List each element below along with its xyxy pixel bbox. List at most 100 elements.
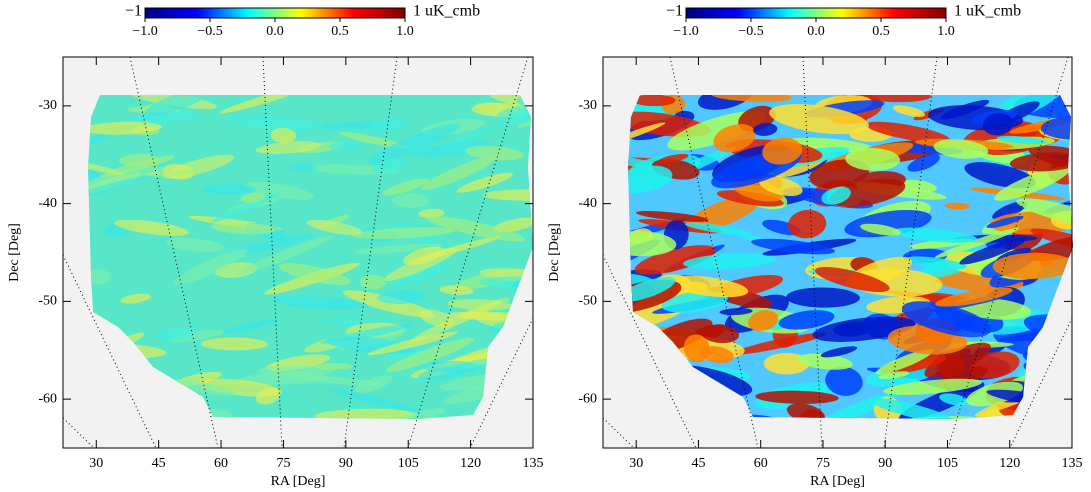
- map-blob: [829, 178, 906, 208]
- map-blob: [88, 121, 163, 135]
- map-blob: [716, 190, 784, 207]
- map-blob: [306, 219, 363, 235]
- x-axis-label: RA [Deg]: [810, 474, 865, 489]
- map-blob: [753, 123, 778, 136]
- colorbar-tick-label: −1.0: [132, 24, 157, 39]
- colorbar-max-label: 1 uK_cmb: [413, 3, 480, 20]
- map-blob: [685, 195, 761, 232]
- map-blob: [628, 230, 677, 257]
- map-blob: [934, 227, 1020, 259]
- y-tick-label: -30: [38, 98, 57, 113]
- y-tick-label: -50: [38, 294, 57, 309]
- map-blob: [419, 309, 456, 328]
- map-blob: [464, 145, 525, 161]
- map-blob: [425, 215, 526, 242]
- map-blob: [631, 95, 676, 107]
- plot-frame: [602, 56, 1073, 449]
- map-blob: [377, 290, 426, 304]
- map-blob: [383, 263, 448, 288]
- map-blob: [787, 209, 827, 239]
- map-blob: [732, 332, 828, 355]
- map-blob: [271, 295, 369, 310]
- map-blob: [786, 287, 860, 308]
- map-blob: [384, 247, 458, 282]
- map-blob: [320, 323, 415, 344]
- map-blob: [892, 227, 978, 243]
- map-blob: [825, 366, 863, 396]
- map-blob: [1009, 152, 1073, 172]
- map-blob: [493, 217, 533, 233]
- map-blob: [88, 269, 111, 285]
- x-tick-label: 135: [1062, 456, 1083, 471]
- map-blob: [88, 166, 164, 194]
- x-tick-label: 90: [339, 456, 353, 471]
- map-blob: [996, 135, 1047, 145]
- map-blob: [878, 371, 910, 380]
- map-blob: [418, 208, 445, 218]
- x-tick-label: 30: [89, 456, 103, 471]
- x-tick-label: 90: [878, 456, 892, 471]
- map-blob: [367, 123, 461, 165]
- map-blob: [992, 201, 1028, 220]
- map-blob: [329, 388, 423, 413]
- map-blob: [875, 349, 934, 375]
- map-blob: [778, 310, 835, 330]
- map-blob: [994, 166, 1071, 201]
- map-blob: [385, 337, 474, 373]
- map-blob: [797, 353, 853, 370]
- plot-frame: [62, 56, 534, 449]
- map-blob: [814, 266, 890, 292]
- colorbar-tick-label: 0.5: [331, 24, 349, 39]
- map-blob: [237, 235, 332, 275]
- map-blob: [755, 390, 839, 404]
- map-blob: [1040, 115, 1073, 141]
- sky-map: [88, 95, 533, 419]
- x-tick-label: 105: [937, 456, 958, 471]
- map-blob: [748, 310, 779, 332]
- map-blob: [907, 154, 940, 172]
- map-blob: [517, 106, 533, 128]
- map-blob: [821, 186, 851, 205]
- map-blob: [246, 181, 314, 200]
- y-tick-label: -40: [38, 196, 57, 211]
- x-tick-label: 30: [629, 456, 643, 471]
- map-blob: [719, 308, 753, 316]
- x-axis-label: RA [Deg]: [271, 474, 326, 489]
- x-tick-label: 135: [523, 456, 544, 471]
- map-blob: [211, 222, 275, 235]
- map-blob: [255, 141, 322, 155]
- map-blob: [200, 337, 269, 351]
- y-axis-label: Dec [Deg]: [7, 223, 22, 282]
- map-blob: [684, 222, 753, 236]
- colorbar-tick-label: 1.0: [937, 24, 955, 39]
- map-blob: [751, 238, 836, 255]
- x-tick-label: 60: [214, 456, 228, 471]
- map-blob: [959, 237, 1026, 265]
- map-blob: [411, 141, 493, 158]
- map-blob: [286, 374, 384, 386]
- map-blob: [845, 147, 901, 171]
- map-blob: [421, 156, 496, 190]
- map-blob: [906, 256, 967, 270]
- map-blob: [270, 127, 297, 144]
- map-blob: [456, 172, 513, 193]
- map-blob: [88, 168, 100, 182]
- colorbar-tick-label: −0.5: [738, 24, 763, 39]
- x-tick-label: 75: [816, 456, 830, 471]
- map-blob: [1016, 198, 1073, 230]
- map-blob: [440, 114, 533, 148]
- map-blob: [202, 183, 256, 195]
- map-blob: [883, 378, 982, 396]
- map-blob: [628, 165, 673, 193]
- x-tick-label: 105: [398, 456, 419, 471]
- map-blob: [636, 211, 709, 222]
- map-blob: [769, 104, 869, 135]
- map-blob: [278, 263, 351, 286]
- map-blob: [410, 300, 503, 342]
- map-blob: [173, 249, 247, 286]
- map-blob: [628, 277, 676, 303]
- map-blob: [392, 193, 430, 208]
- colorbar-tick-label: 0.0: [266, 24, 284, 39]
- x-tick-label: 45: [691, 456, 705, 471]
